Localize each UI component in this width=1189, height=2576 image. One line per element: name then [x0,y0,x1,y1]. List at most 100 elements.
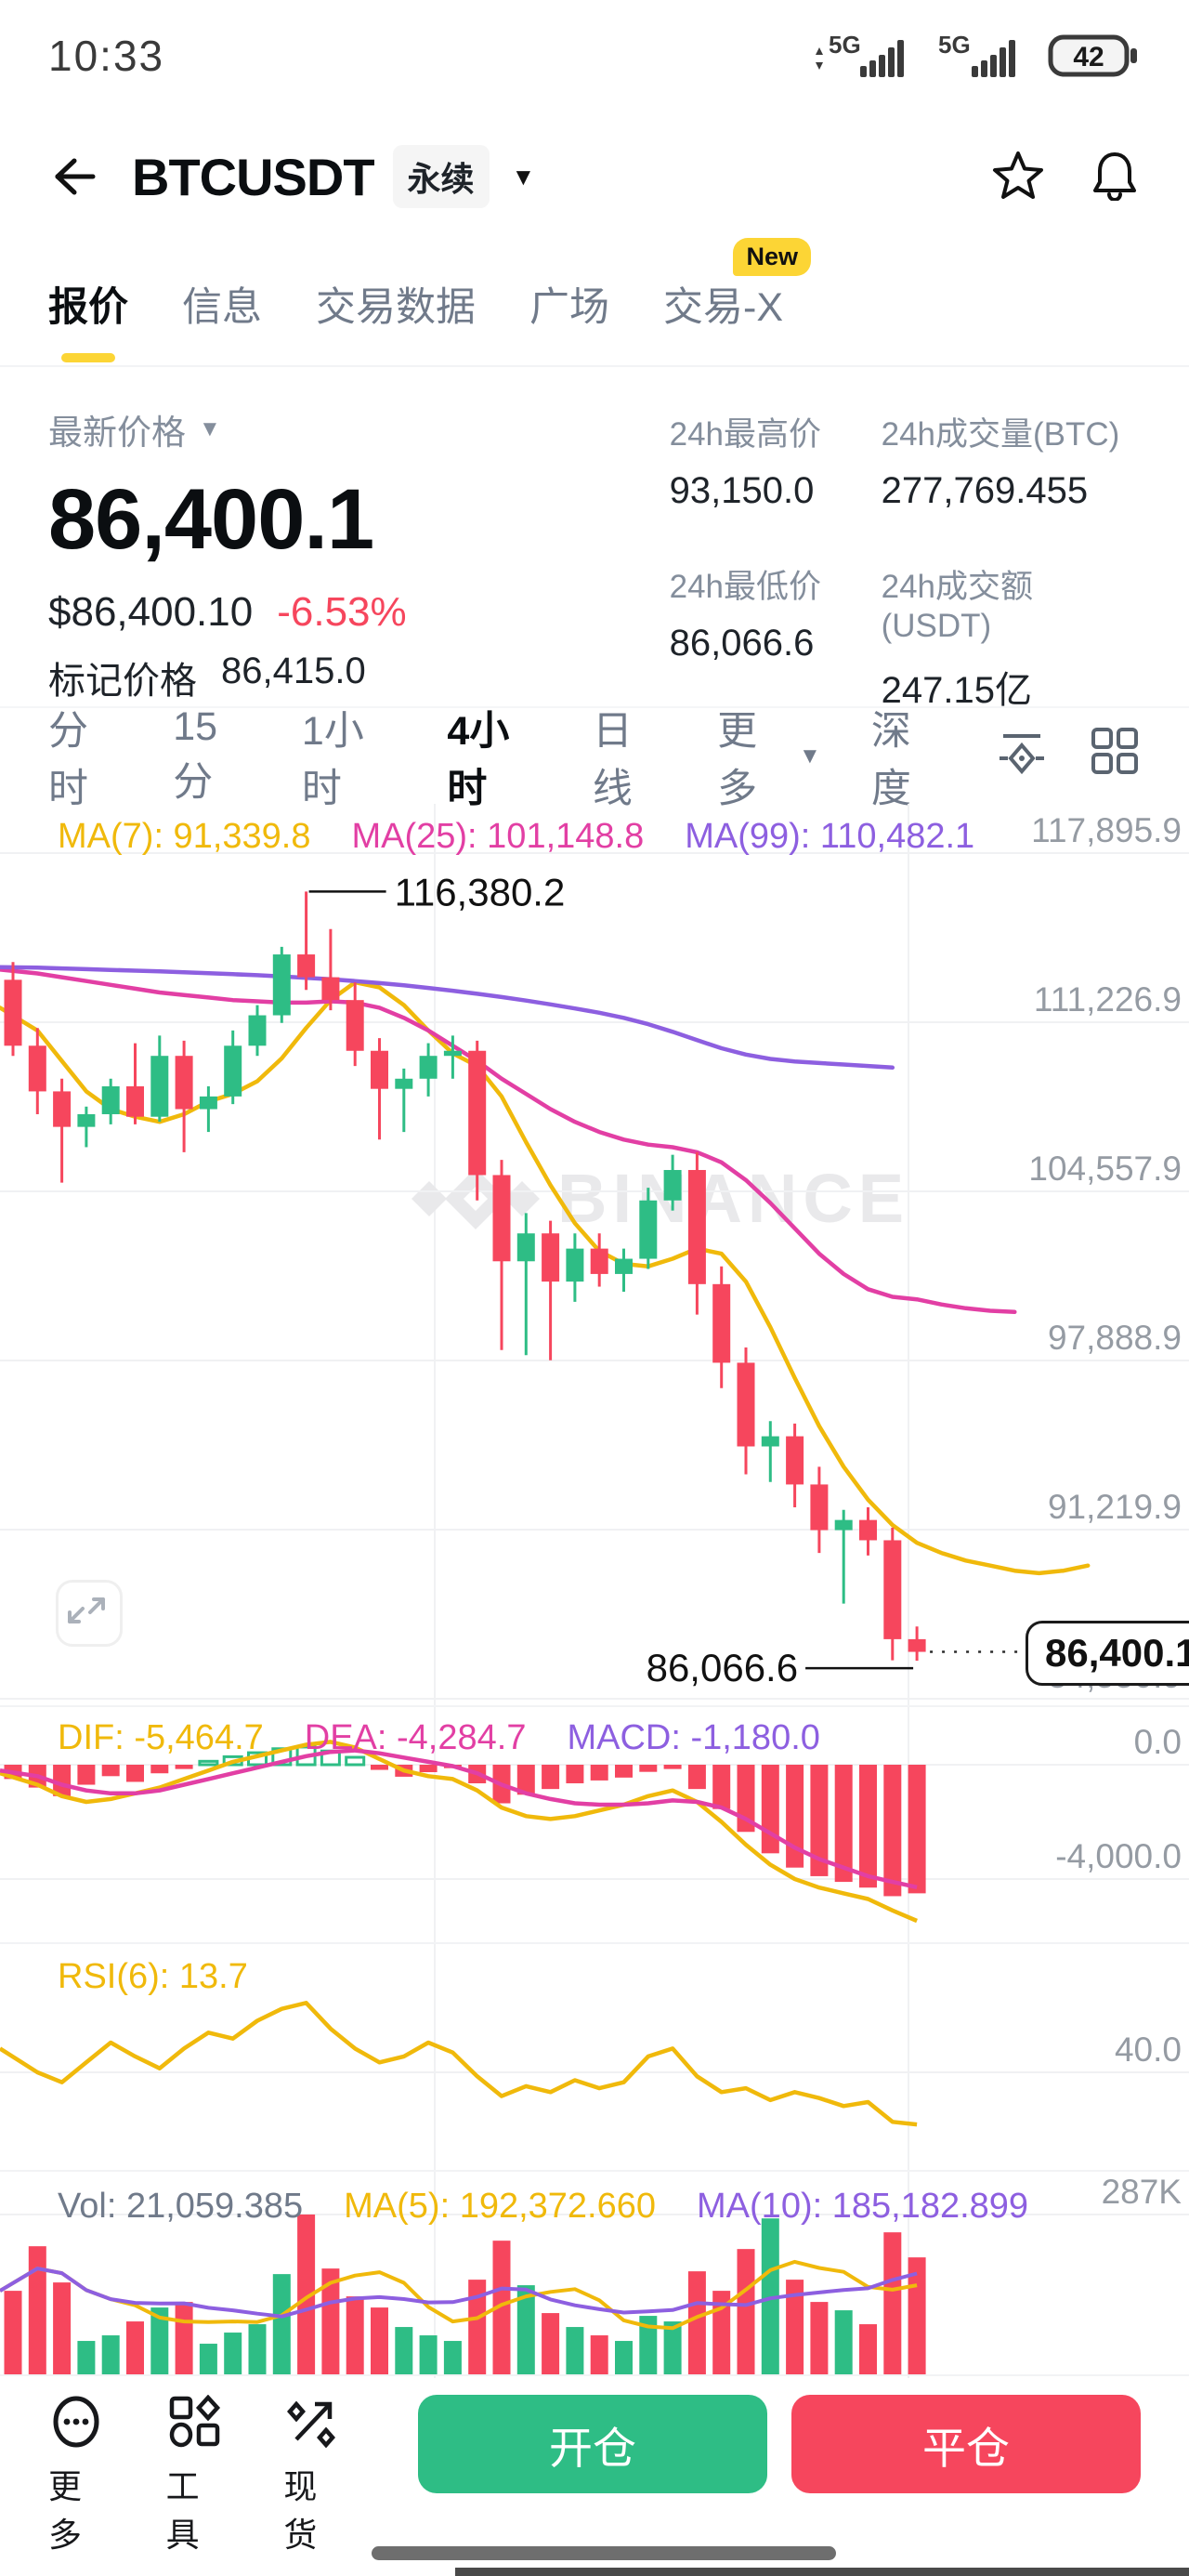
status-bar: 10:33 5G 5G 42 [0,0,1189,112]
indicator-settings-icon[interactable] [996,725,1048,787]
candle [810,1484,829,1531]
volume-bar [126,2321,144,2374]
contract-type-badge: 永续 [392,145,490,208]
volume-bar [224,2333,242,2374]
volume-bar [371,2307,388,2374]
stats-grid: 24h最高价 93,150.0 24h成交量(BTC) 277,769.455 24… [670,408,1141,711]
macd-bar [77,1765,96,1785]
macd-dif_line [0,1740,918,1924]
tab-square[interactable]: 广场 [529,284,609,330]
candle [663,1170,682,1201]
macd-bar [198,1759,219,1767]
volume-chart[interactable]: 287K [0,2172,1189,2378]
volume-bar [712,2291,731,2374]
favorite-star-button[interactable] [992,149,1044,205]
interval-1h[interactable]: 1小时 [301,708,364,811]
candle [224,1045,242,1097]
macd-bar [371,1765,388,1770]
interval-time[interactable]: 分时 [48,708,88,811]
price-summary: 最新价格 ▼ 86,400.1 $86,400.10 -6.53% 标记价格 8… [0,367,1189,711]
rsi-axis-label: 40.0 [1115,2031,1182,2069]
macd-chart[interactable]: 0.0 -4,000.0 [0,1707,1189,1944]
binance-watermark [412,1168,540,1229]
macd-bar [590,1765,608,1781]
candle [834,1519,853,1531]
new-badge: New [733,237,811,276]
volume-bar [737,2249,755,2374]
tab-trade-data[interactable]: 交易数据 [316,284,476,330]
open-position-button[interactable]: 开仓 [418,2395,768,2493]
chart-toolbar: 分时 15分 1小时 4小时 日线 更多 ▼ 深度 [0,704,1189,811]
last-price-badge: 86,400.1 [1026,1620,1189,1686]
candle [371,1050,388,1089]
macd-bar [615,1765,633,1778]
candle [77,1113,96,1127]
svg-text:5G: 5G [829,31,861,59]
interval-15m[interactable]: 15分 [173,704,218,805]
volume-bar [4,2291,22,2374]
candle [516,1233,535,1262]
interval-4h[interactable]: 4小时 [447,708,510,811]
macd-bar [126,1765,144,1782]
home-indicator[interactable] [372,2546,836,2560]
macd-axis-label: -4,000.0 [1055,1837,1182,1875]
tools-button[interactable]: 工具 [166,2395,223,2556]
rsi-chart[interactable]: 40.0 [0,1944,1189,2172]
dif-label: DIF: -5,464.7 [58,1718,264,1757]
vol-ma5-label: MA(5): 192,372.660 [344,2187,657,2226]
spot-button[interactable]: 现货 [283,2395,340,2556]
candle [687,1170,706,1284]
volume-bar [53,2282,72,2374]
volume-bar [883,2232,902,2374]
bottom-action-bar: 更多 工具 现货 开仓 平仓 [0,2376,1189,2576]
volume-bar [395,2327,413,2374]
layout-grid-icon[interactable] [1089,725,1141,787]
candle [639,1200,658,1259]
back-button[interactable] [48,149,104,204]
ma-labels: MA(7): 91,339.8 MA(25): 101,148.8 MA(99)… [58,817,974,857]
price-chart[interactable]: BINANCE 117,895.9 111,226.9 104,557.9 97,888… [0,804,1189,1705]
vol-ma5-line [0,2259,918,2331]
chevron-down-icon: ▼ [511,162,536,191]
volume-bar [859,2324,877,2374]
tab-trade-x[interactable]: 交易-X New [663,237,811,333]
macd-bar [908,1765,926,1894]
more-button[interactable]: 更多 [48,2395,105,2556]
interval-1d[interactable]: 日线 [592,708,633,811]
candle [297,954,316,978]
bottom-strip [455,2568,1189,2576]
volume-bar [321,2268,340,2374]
volume-bar [419,2335,438,2374]
volume-bar [346,2296,364,2374]
vol-label: Vol: 21,059.385 [58,2187,304,2226]
candle [28,1045,46,1092]
candle [101,1085,120,1114]
candle [395,1078,413,1089]
tab-quotes[interactable]: 报价 [48,275,128,333]
macd-bar [53,1765,72,1796]
notification-bell-button[interactable] [1089,149,1141,205]
interval-more-dropdown[interactable]: 更多 ▼ [717,708,821,811]
price-axis-label: 111,226.9 [1034,980,1182,1019]
latest-price-dropdown[interactable]: 最新价格 ▼ [48,414,221,452]
depth-tab[interactable]: 深度 [870,708,911,811]
rsi-label: RSI(6): 13.7 [58,1957,248,1996]
macd-bar [345,1755,366,1767]
volume-bar [639,2316,658,2374]
symbol-selector[interactable]: BTCUSDT 永续 ▼ [132,145,535,208]
volume-bar [492,2241,511,2374]
volume-labels: Vol: 21,059.385 MA(5): 192,372.660 MA(10… [58,2187,1028,2227]
page-title: BTCUSDT [132,147,375,206]
candle [346,1000,364,1051]
close-position-button[interactable]: 平仓 [791,2395,1142,2493]
volume-bar [834,2310,853,2374]
price-axis-label: 104,557.9 [1028,1150,1182,1188]
macd-labels: DIF: -5,464.7 DEA: -4,284.7 MACD: -1,180… [58,1718,820,1758]
ma7-label: MA(7): 91,339.8 [58,817,311,856]
fiat-price: $86,400.10 [48,589,254,635]
candle [908,1638,926,1652]
price-axis-label: 97,888.9 [1048,1319,1182,1357]
tab-info[interactable]: 信息 [182,284,262,330]
price-axis-label: 117,895.9 [1031,811,1182,849]
expand-chart-button[interactable] [56,1580,123,1647]
